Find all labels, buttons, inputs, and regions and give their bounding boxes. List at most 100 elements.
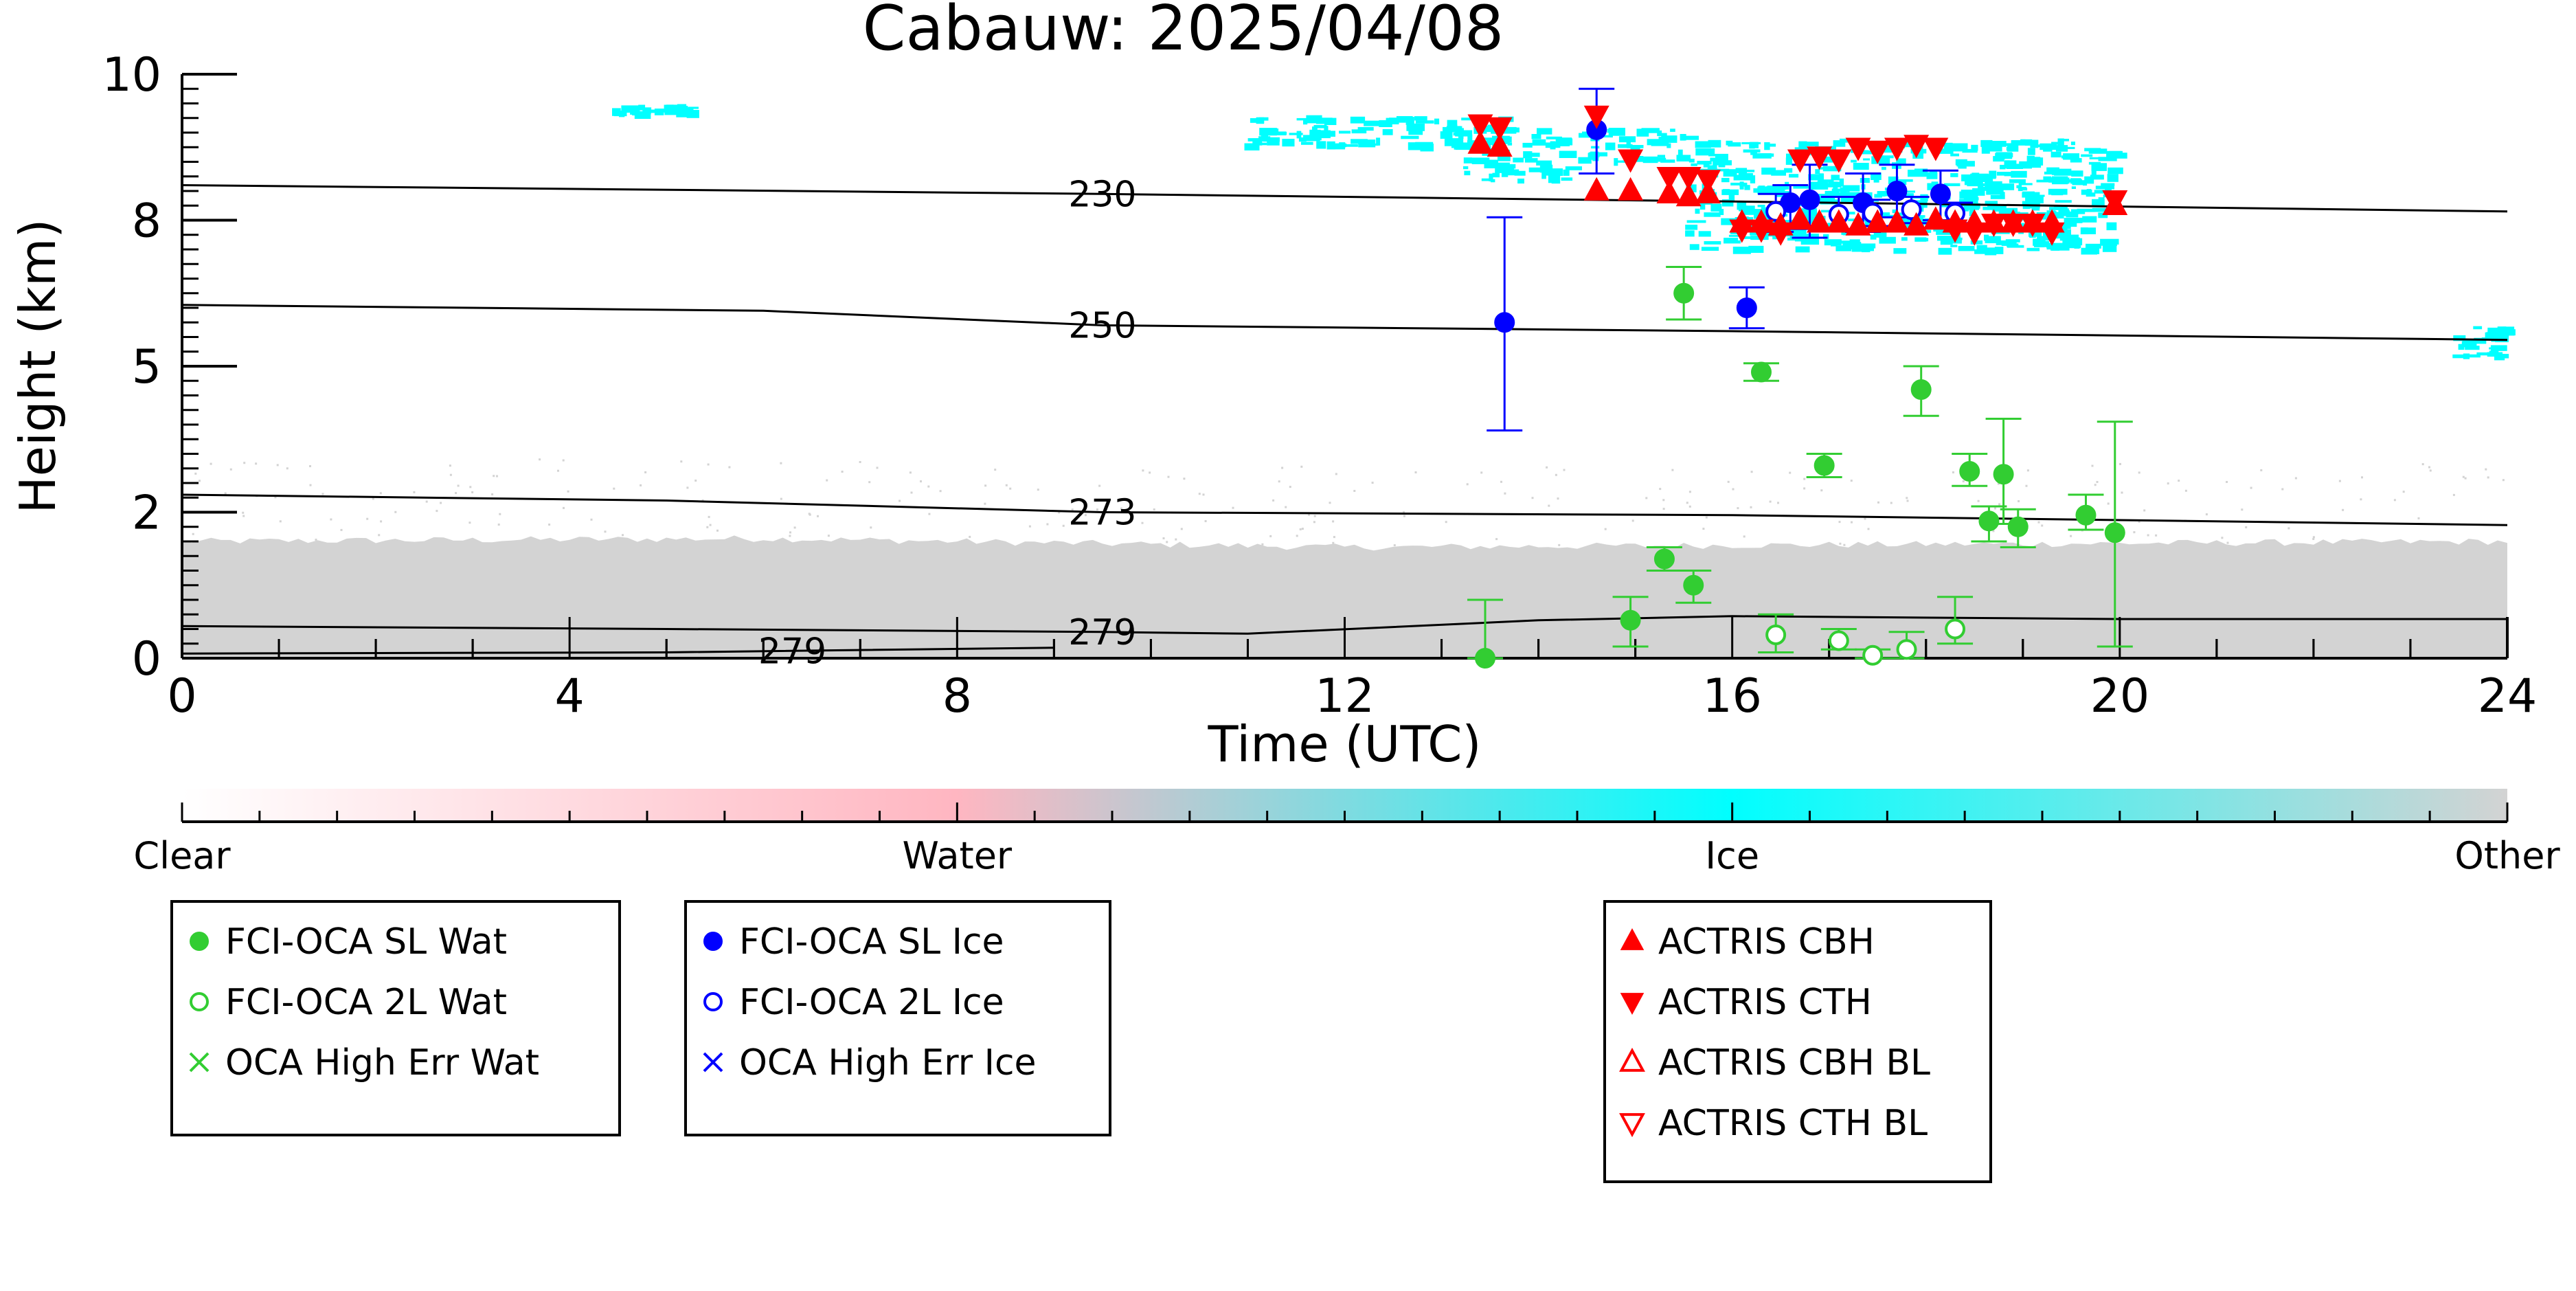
ice-field-speckle [1309, 129, 1321, 136]
legend-box: FCI-OCA SL Ice FCI-OCA 2L Ice OCA High Err… [684, 900, 1111, 1136]
other-field-speckle [1671, 469, 1674, 471]
marker-filled-circle [1750, 361, 1772, 383]
legend: FCI-OCA SL Wat FCI-OCA 2L Wat OCA High Err… [170, 900, 1992, 1183]
ice-field-speckle [1688, 159, 1695, 163]
ice-field-speckle [1830, 181, 1841, 186]
other-field-speckle [449, 464, 451, 467]
other-field-speckle [793, 526, 796, 529]
ice-field-speckle [1964, 178, 1983, 186]
ice-field-speckle [1961, 174, 1974, 181]
ice-field-speckle [1463, 166, 1469, 170]
ice-field-speckle [1845, 212, 1855, 215]
other-field-speckle [340, 528, 343, 531]
ice-field-speckle [1955, 237, 1963, 240]
other-field-speckle [920, 480, 922, 483]
other-field-speckle [309, 484, 312, 486]
ice-field-speckle [686, 110, 699, 118]
other-field-speckle [1659, 488, 1662, 491]
ice-field-speckle [1614, 160, 1632, 163]
ice-field-speckle [1739, 183, 1747, 187]
y-tick-label: 10 [102, 48, 161, 102]
ice-field-speckle [1744, 185, 1750, 190]
marker-filled-circle [1683, 574, 1704, 596]
ice-field-speckle [2006, 147, 2014, 151]
ice-field-speckle [1947, 146, 1962, 152]
marker-filled-circle [2075, 504, 2097, 526]
ice-field-speckle [1914, 237, 1927, 242]
other-field-speckle [243, 462, 246, 464]
other-field-speckle [1686, 502, 1688, 504]
ice-field-speckle [1789, 174, 1799, 178]
marker-triangle-down-filled [1748, 219, 1774, 243]
ice-field-speckle [664, 110, 679, 115]
other-field-speckle [1175, 538, 1177, 541]
ice-field-speckle [2053, 205, 2068, 210]
ice-field-speckle [618, 111, 625, 113]
ice-field-speckle [2058, 210, 2070, 216]
ice-field-speckle [1963, 205, 1980, 210]
marker-filled-circle [2104, 522, 2125, 543]
other-field-speckle [2143, 509, 2146, 512]
ice-field-speckle [2092, 199, 2105, 207]
other-field-speckle [1563, 469, 1566, 471]
other-field-speckle [1445, 521, 1447, 524]
other-field-speckle [1414, 471, 1417, 473]
ice-field-speckle [1871, 172, 1882, 180]
ice-field-speckle [2011, 141, 2028, 144]
ice-field-speckle [1386, 117, 1399, 124]
ice-field-speckle [1828, 192, 1844, 197]
other-field-speckle [928, 513, 931, 515]
other-field-speckle [1548, 504, 1550, 507]
other-field-speckle [1272, 499, 1275, 502]
other-field-speckle [1727, 480, 1730, 483]
other-field-speckle [2502, 479, 2505, 482]
ice-field-speckle [1901, 237, 1908, 241]
ice-field-speckle [2036, 194, 2045, 197]
marker-triangle-up-filled [1583, 177, 1609, 201]
ice-field-speckle [1447, 120, 1458, 127]
marker-filled-circle [1959, 461, 1980, 482]
ice-field-speckle [677, 104, 687, 108]
other-field-speckle [1232, 506, 1234, 509]
other-field-speckle [242, 511, 245, 514]
other-field-speckle [780, 497, 782, 500]
ice-field-speckle [1986, 188, 2004, 195]
ice-field-speckle [1686, 220, 1706, 223]
ice-field-speckle [1985, 181, 2002, 189]
ice-field-speckle [2089, 157, 2106, 159]
other-field-speckle [841, 471, 844, 473]
ice-field-speckle [1996, 172, 2014, 176]
marker-triangle-down-filled [1845, 137, 1871, 161]
ice-field-speckle [1259, 128, 1277, 136]
other-field-speckle [716, 529, 719, 532]
ice-field-speckle [1978, 186, 1984, 192]
marker-triangle-up-filled [1618, 177, 1644, 201]
ice-field-speckle [2098, 212, 2108, 218]
ice-field-speckle [688, 106, 699, 109]
ice-field-speckle [2091, 170, 2097, 177]
other-field-speckle [1162, 537, 1165, 539]
ice-field-speckle [2064, 217, 2083, 223]
ice-field-speckle [1459, 143, 1473, 150]
legend-frame [170, 900, 621, 1136]
ice-field-speckle [1415, 142, 1434, 149]
other-field-speckle [372, 497, 374, 500]
ice-field-speckle [1282, 139, 1295, 147]
ice-field-speckle [2489, 347, 2499, 350]
other-field-speckle [455, 492, 457, 495]
other-field-speckle [394, 510, 397, 513]
ice-field-speckle [1541, 172, 1546, 179]
x-axis-label: Time (UTC) [1207, 715, 1481, 773]
other-field-speckle [2155, 534, 2158, 537]
other-field-speckle [613, 487, 615, 490]
ice-field-speckle [666, 104, 674, 108]
marker-triangle-down-filled [1942, 219, 1968, 243]
marker-triangle-down-filled [1826, 149, 1852, 173]
ice-field-speckle [1823, 234, 1829, 239]
marker-triangle-down-filled [1884, 137, 1910, 161]
ice-field-speckle [642, 109, 658, 113]
other-field-speckle [1096, 508, 1098, 511]
other-field-speckle [709, 524, 712, 526]
marker-triangle-down-filled [1467, 114, 1493, 138]
